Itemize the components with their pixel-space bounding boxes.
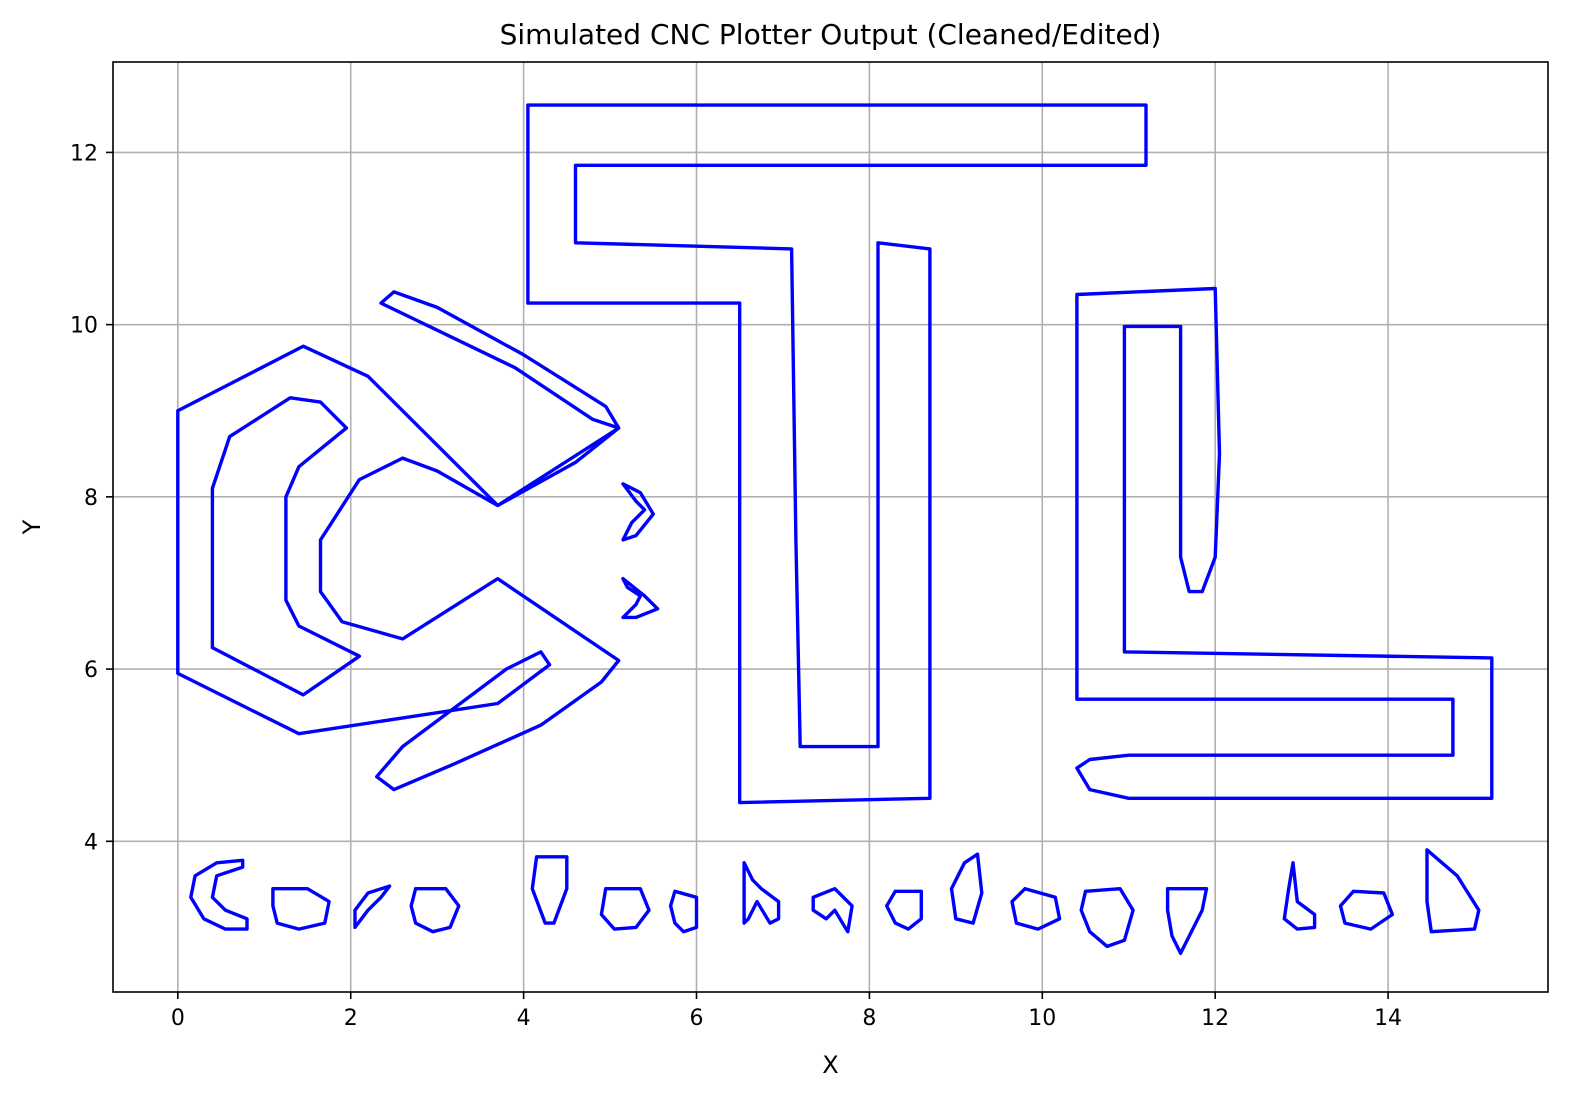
series-line-glyph-7 xyxy=(668,889,699,934)
y-tick-label: 6 xyxy=(84,658,98,683)
series-line-glyph-17 xyxy=(1425,848,1481,934)
series-line-glyph-8 xyxy=(742,861,781,925)
series-line-glyph-16 xyxy=(1338,889,1395,931)
series-line-glyph-14 xyxy=(1165,887,1209,955)
series-line-glyph-10 xyxy=(885,889,923,931)
series-line-hook-upper xyxy=(621,482,655,542)
series-line-glyph-4 xyxy=(409,887,461,934)
x-tick-label: 2 xyxy=(344,1006,358,1031)
series-line-glyph-9 xyxy=(811,887,854,934)
y-axis-label: Y xyxy=(18,519,46,535)
series-line-glyph-1 xyxy=(189,858,249,931)
series-line-glyph-12 xyxy=(1010,887,1062,931)
x-tick-label: 0 xyxy=(171,1006,185,1031)
x-axis-label: X xyxy=(822,1051,838,1079)
y-tick-label: 12 xyxy=(70,141,98,166)
series-line-hook-lower xyxy=(621,577,660,620)
series-layer xyxy=(176,103,1494,955)
y-tick-label: 10 xyxy=(70,314,98,339)
x-tick-label: 6 xyxy=(690,1006,704,1031)
x-tick-label: 10 xyxy=(1028,1006,1056,1031)
series-line-letter-L-outline xyxy=(1075,286,1494,800)
y-tick-label: 8 xyxy=(84,486,98,511)
x-tick-label: 8 xyxy=(862,1006,876,1031)
series-line-glyph-2 xyxy=(271,887,331,931)
series-line-glyph-15 xyxy=(1282,861,1317,931)
series-line-hexagon-C-inner xyxy=(210,396,362,697)
series-line-glyph-3 xyxy=(353,884,392,930)
series-line-glyph-13 xyxy=(1079,887,1135,949)
x-tick-label: 14 xyxy=(1374,1006,1402,1031)
ticks: 0 2 4 6 8 10 12 14 4 6 8 10 12 xyxy=(70,141,1402,1031)
x-tick-label: 12 xyxy=(1201,1006,1229,1031)
chart-title: Simulated CNC Plotter Output (Cleaned/Ed… xyxy=(500,18,1162,51)
series-line-glyph-5 xyxy=(530,855,569,925)
plot-frame xyxy=(112,61,1549,993)
series-line-glyph-6 xyxy=(599,887,651,931)
y-tick-label: 4 xyxy=(84,830,98,855)
grid xyxy=(113,62,1548,992)
series-line-hexagon-C-outer xyxy=(176,290,621,792)
series-line-glyph-11 xyxy=(949,852,984,925)
x-tick-label: 4 xyxy=(517,1006,531,1031)
series-line-letter-T-outline xyxy=(526,103,1148,805)
